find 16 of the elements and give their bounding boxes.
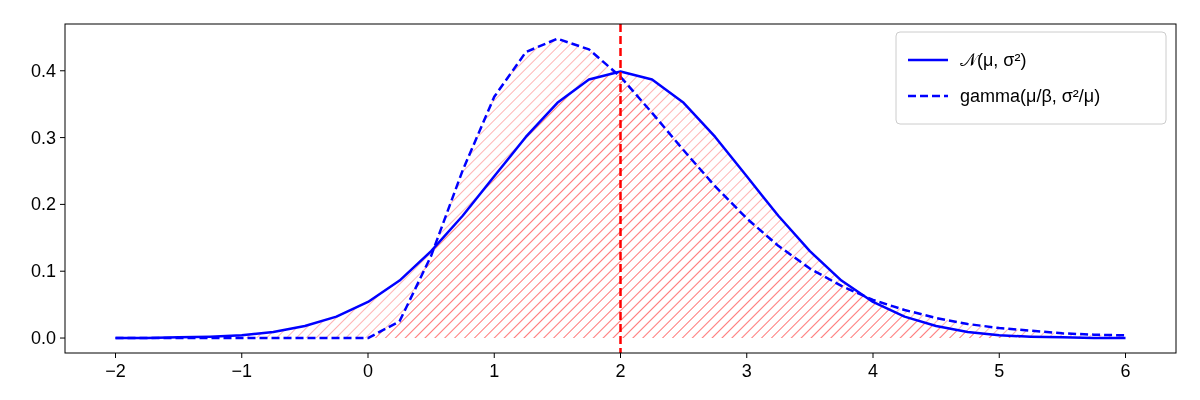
x-tick-label: −1 (231, 361, 253, 381)
legend-label: 𝒩(μ, σ²) (960, 50, 1027, 70)
y-tick-label: 0.3 (30, 127, 56, 148)
legend-label: gamma(μ/β, σ²/μ) (960, 86, 1101, 106)
y-tick-label: 0.4 (30, 60, 56, 81)
y-tick-label: 0.0 (30, 328, 56, 349)
x-tick-label: −2 (105, 361, 126, 381)
y-tick-label: 0.2 (30, 194, 56, 215)
x-tick-label: 2 (615, 361, 626, 381)
x-tick-label: 6 (1120, 361, 1131, 381)
x-tick-label: 1 (489, 361, 500, 381)
y-tick-label: 0.1 (30, 261, 56, 282)
x-tick-label: 5 (994, 361, 1005, 381)
x-tick-label: 4 (867, 361, 879, 381)
x-tick-label: 3 (741, 361, 752, 381)
x-tick-label: 0 (362, 361, 374, 381)
